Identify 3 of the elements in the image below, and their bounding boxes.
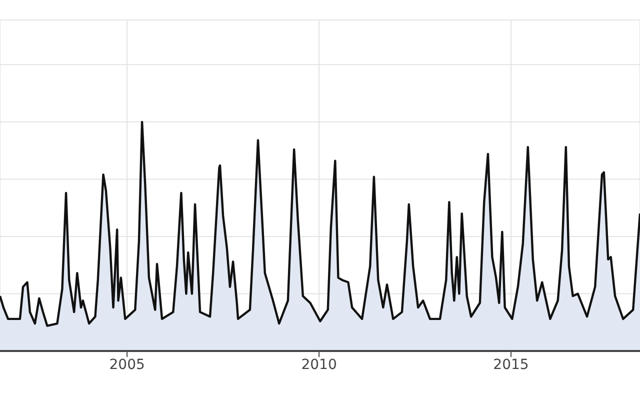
x-tick-label: 2015 xyxy=(493,356,529,373)
x-tick-label: 2005 xyxy=(109,356,145,373)
x-tick-label: 2010 xyxy=(301,356,337,373)
